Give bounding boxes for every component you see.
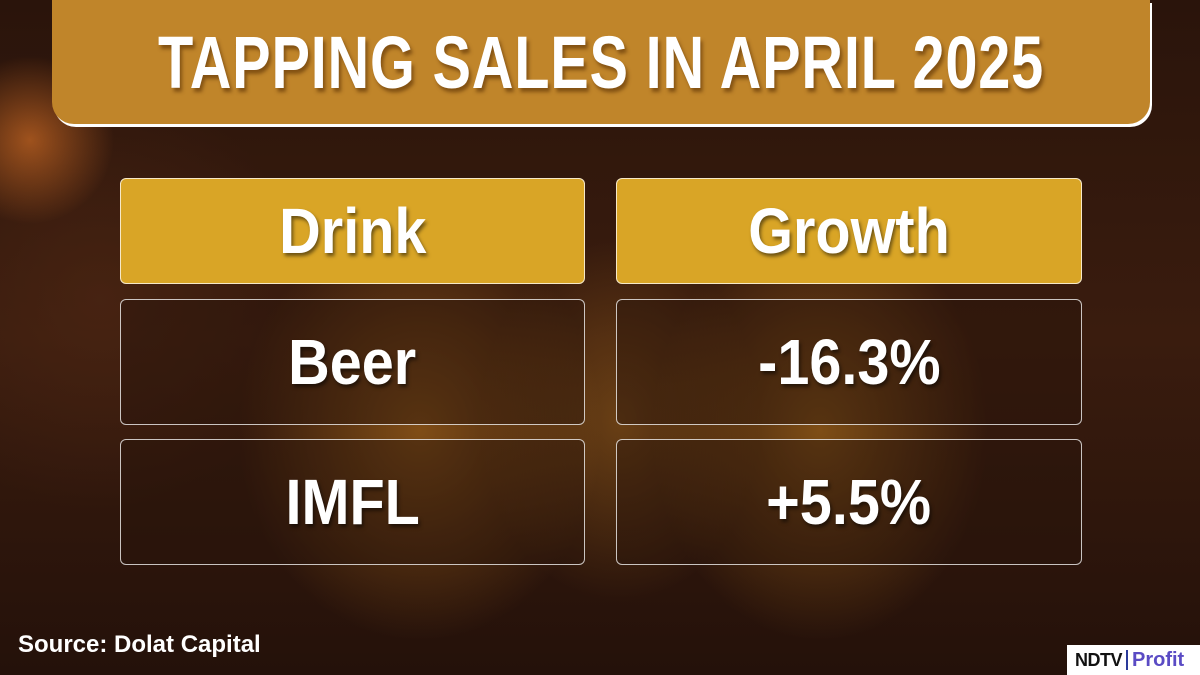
header-drink: Drink [120,178,585,284]
cell-drink-beer: Beer [120,299,585,425]
source-note: Source: Dolat Capital [18,631,261,658]
logo-divider [1126,650,1128,670]
ndtv-profit-logo: NDTV Profit [1067,645,1200,675]
header-growth: Growth [616,178,1082,284]
page-title: TAPPING SALES IN APRIL 2025 [157,20,1045,104]
cell-growth-beer: -16.3% [616,299,1082,425]
cell-drink-imfl: IMFL [120,439,585,565]
cell-growth-imfl: +5.5% [616,439,1082,565]
title-banner: TAPPING SALES IN APRIL 2025 [52,0,1150,124]
